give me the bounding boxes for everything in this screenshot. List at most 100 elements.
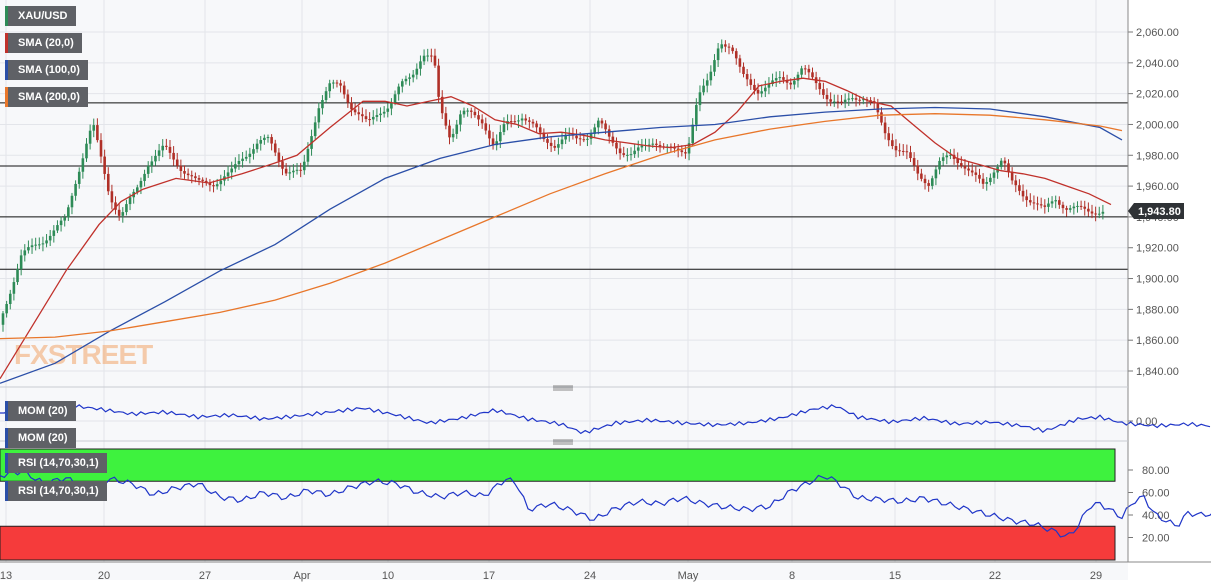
candle-body [981,178,985,184]
candle-body [469,110,473,112]
instrument-label[interactable]: XAU/USD [5,6,76,26]
candle-body [386,108,390,112]
candle-body [27,247,30,251]
candle-body [738,58,742,67]
y-tick-label: 1,900.00 [1136,274,1179,286]
candle-body [1079,205,1083,207]
candlesticks [1,39,1105,332]
candle-body [339,83,342,86]
last-price-tag [1128,203,1184,220]
candle-body [1021,190,1025,197]
candle-body [197,178,201,180]
candle-body [121,212,125,216]
candle-body [8,293,12,305]
candle-body [887,133,891,141]
candle-body [713,60,716,72]
candle-body [655,143,658,145]
legend-sma-100[interactable]: SMA (100,0) [5,60,88,80]
rsi-tick-label: 20.00 [1142,533,1170,545]
candle-body [161,145,165,151]
legend-sma-20[interactable]: SMA (20,0) [5,33,82,53]
candle-body [647,144,651,146]
candle-body [582,139,586,141]
candle-body [259,140,263,144]
y-tick-label: 2,060.00 [1136,27,1179,39]
candle-body [593,127,596,134]
candle-body [531,121,535,124]
grid-lines [0,0,1128,562]
candle-body [56,225,59,231]
candle-body [909,152,912,159]
candle-body [1028,200,1032,203]
y-tick-label: 1,840.00 [1136,366,1179,378]
rsi-tick-label: 80.00 [1142,465,1170,477]
candle-body [317,108,321,123]
candle-body [756,89,760,94]
candle-body [459,114,462,125]
candle-body [23,250,27,256]
candle-body [1097,213,1101,215]
candle-body [175,159,179,166]
candle-body [578,138,582,140]
candle-body [128,197,132,205]
candle-body [586,138,589,140]
candle-body [753,84,756,90]
watermark-text: FXSTREET [14,339,153,370]
candle-body [273,143,277,153]
candle-body [353,109,357,113]
candle-body [404,78,408,82]
candle-body [702,85,705,93]
legend-mom-1[interactable]: MOM (20) [5,401,76,421]
legend-rsi-2[interactable]: RSI (14,70,30,1) [5,481,107,501]
y-tick-label: 1,880.00 [1136,304,1179,316]
legend-mom-2[interactable]: MOM (20) [5,428,76,448]
candle-body [1065,208,1068,210]
candle-body [45,240,48,244]
candle-body [433,55,437,66]
candle-body [1010,171,1014,181]
candle-body [302,161,306,171]
candle-body [862,99,865,101]
candle-body [419,61,422,69]
x-tick-label: 15 [889,570,901,582]
candle-body [709,71,713,81]
candle-body [658,144,662,147]
candle-body [179,165,183,171]
candle-body [299,169,302,171]
x-tick-label: 24 [584,570,596,582]
candle-body [640,145,644,148]
legend-sma-200[interactable]: SMA (200,0) [5,87,88,107]
candle-body [1043,205,1047,207]
candle-body [622,153,626,155]
candle-body [70,195,74,208]
sma-line [0,106,1123,384]
candle-body [836,101,840,103]
candle-body [252,149,255,154]
candle-body [143,173,146,181]
candle-body [477,115,480,120]
candle-body [96,125,99,141]
candle-body [949,154,952,156]
candle-body [764,87,767,92]
candle-body [194,176,197,179]
candle-body [564,134,567,140]
x-tick-label: 10 [382,570,394,582]
legend-rsi-1[interactable]: RSI (14,70,30,1) [5,453,107,473]
candle-body [284,168,288,174]
candle-body [440,96,444,114]
candle-body [883,122,887,134]
x-tick-label: 29 [1090,570,1102,582]
candle-body [219,180,223,185]
candle-body [226,172,230,177]
candle-body [912,158,916,166]
candle-body [560,139,564,145]
candle-body [484,123,488,131]
candle-body [295,169,299,171]
candle-body [742,66,745,75]
candle-body [382,111,386,114]
candle-body [989,177,992,183]
candle-body [1,313,5,325]
candle-body [266,137,270,139]
candle-body [208,183,212,186]
candle-body [542,132,546,140]
